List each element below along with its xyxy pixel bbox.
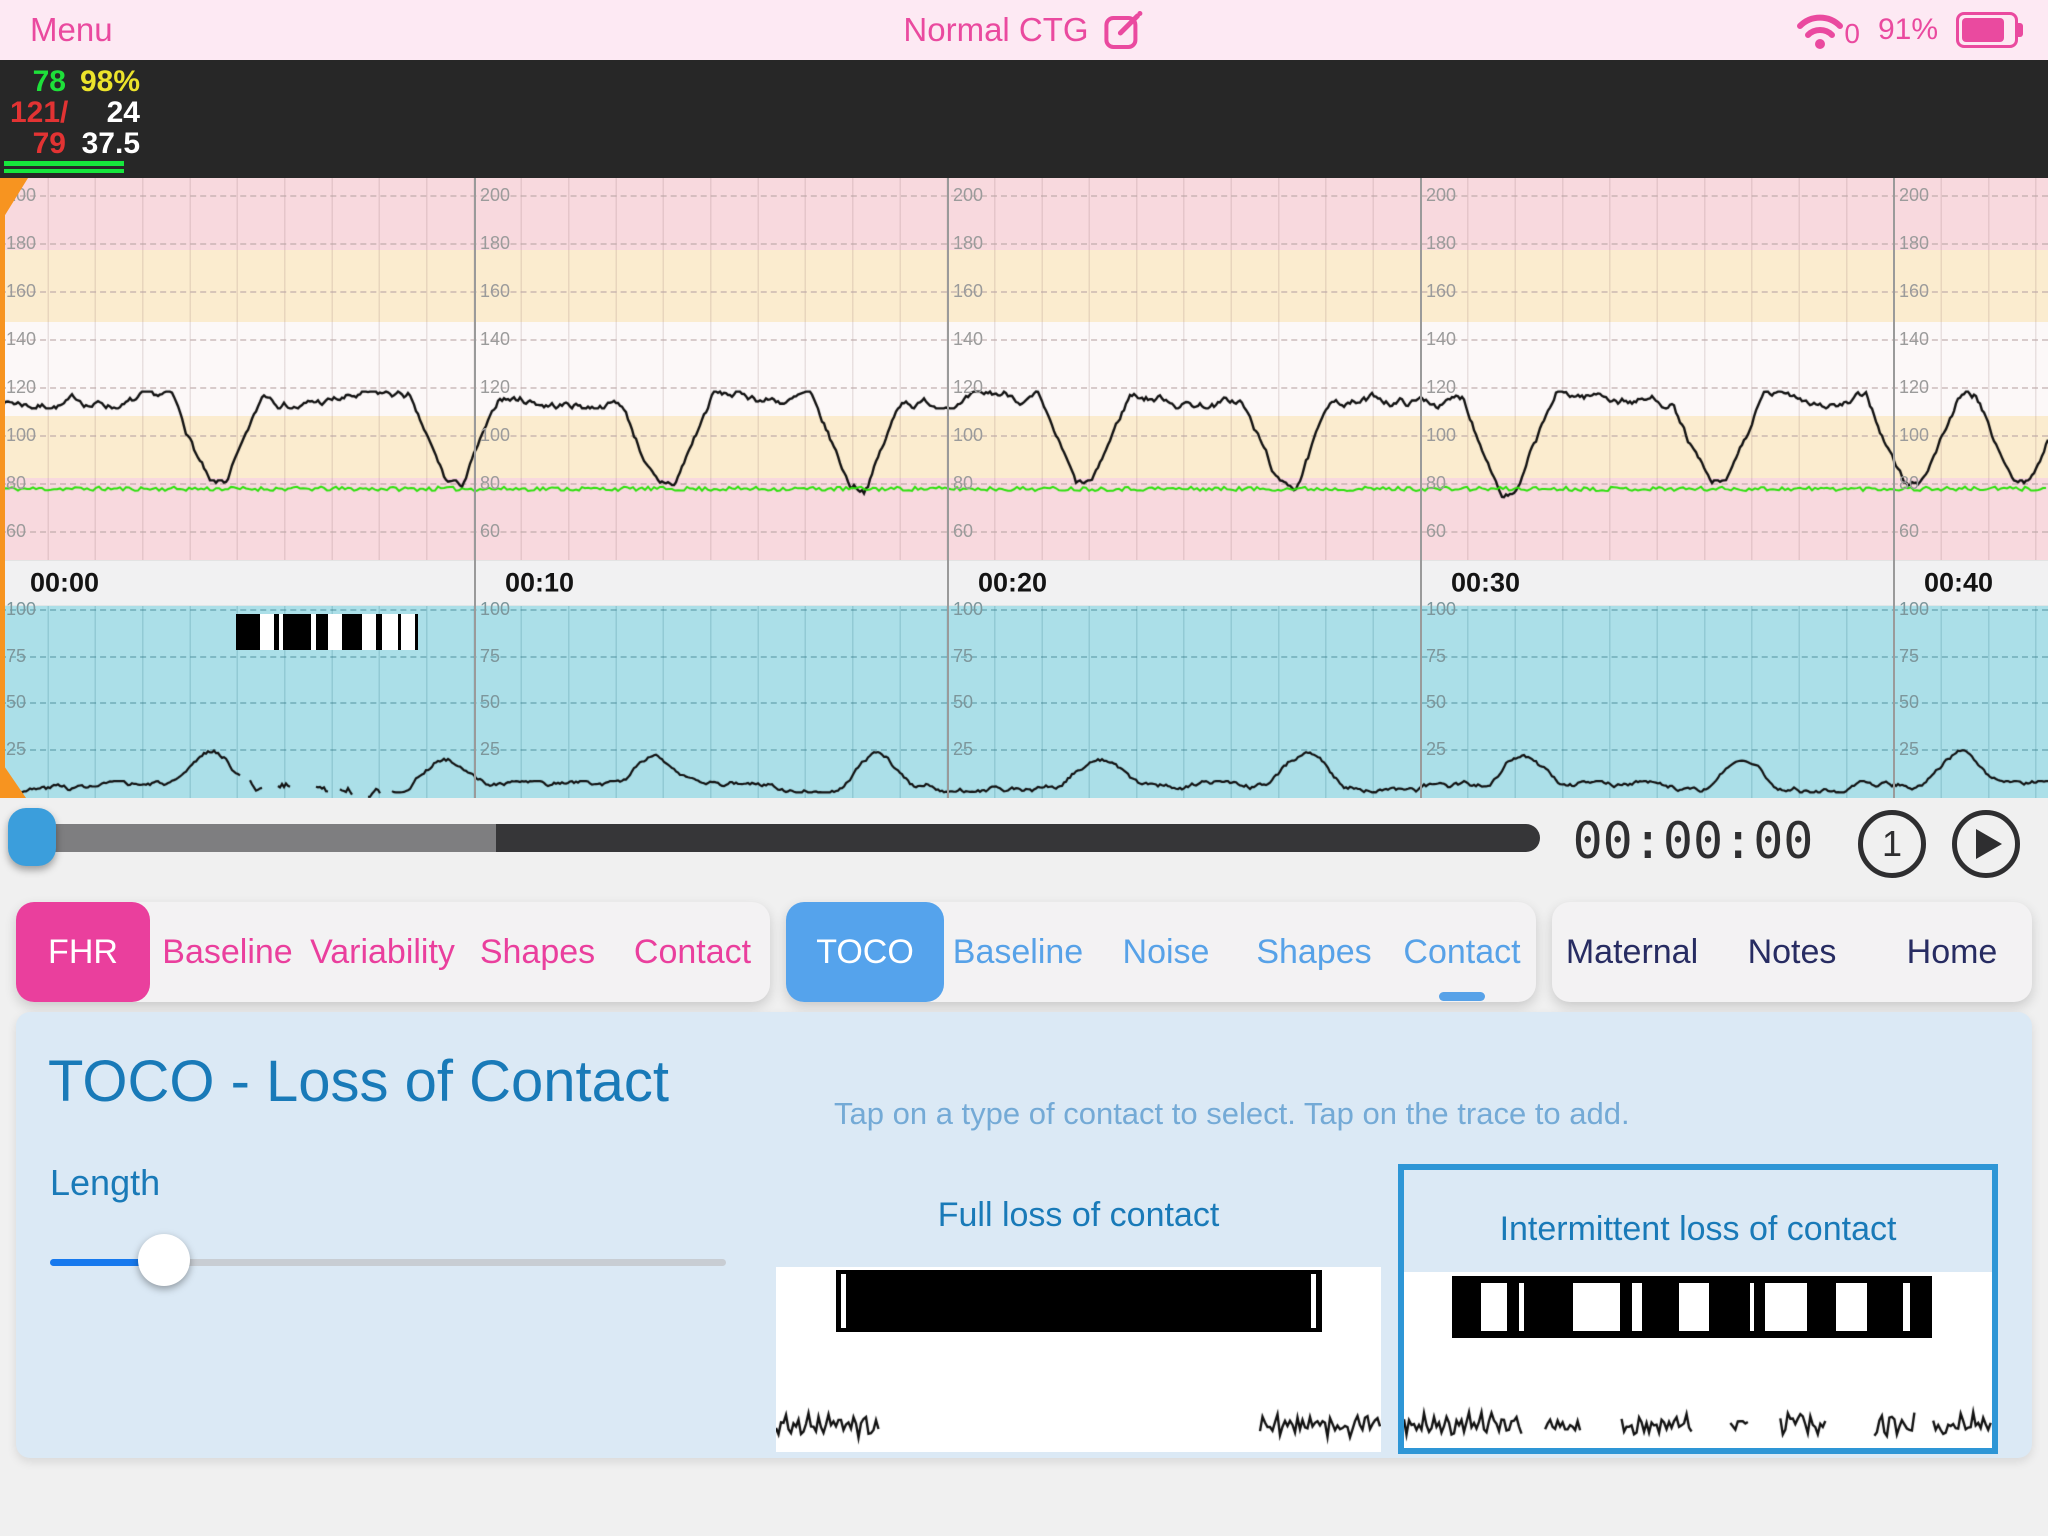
- major-gridline: [1893, 178, 1895, 798]
- loss-of-contact-marker[interactable]: [236, 614, 418, 650]
- timeline-thumb[interactable]: [8, 808, 56, 866]
- intermittent-loss-preview-trace: [1404, 1272, 1992, 1454]
- vital-value-1-left: 121/: [10, 96, 69, 129]
- vital-value-0-right: 98%: [79, 65, 140, 98]
- full-loss-card[interactable]: [776, 1267, 1381, 1452]
- elapsed-time: 00:00:00: [1572, 812, 1814, 870]
- status-group: 0 91%: [1794, 10, 2023, 50]
- time-label-00:10: 00:10: [505, 567, 575, 598]
- toco-trace-chart[interactable]: 100 100 100 100 100 75 75 75 75 75 50 50 50 50 50 25 25 2…: [0, 599, 2048, 798]
- menu-button[interactable]: Menu: [30, 11, 113, 48]
- time-label-00:40: 00:40: [1924, 567, 1994, 598]
- vitals-bar: 78 98% 121/24 79 37.5: [0, 60, 2048, 178]
- panel-title: TOCO - Loss of Contact: [48, 1049, 670, 1114]
- speed-value: 1: [1881, 823, 1903, 864]
- length-label: Length: [50, 1162, 161, 1203]
- panel-hint: Tap on a type of contact to select. Tap …: [834, 1096, 1630, 1131]
- intermittent-loss-card[interactable]: Intermittent loss of contact: [1398, 1164, 1998, 1454]
- tab-toco-shapes[interactable]: Shapes: [1256, 932, 1372, 971]
- tab-maternal[interactable]: Maternal: [1565, 932, 1699, 971]
- playback-cursor[interactable]: [0, 178, 5, 798]
- battery-percent: 91%: [1877, 13, 1938, 46]
- intermittent-loss-preview: [1404, 1272, 1992, 1454]
- fhr-trace-chart[interactable]: 200 200 200 200 200 180 180 180 180 180 160 160 160 1…: [0, 178, 2048, 560]
- wifi-connection-count: 0: [1844, 18, 1860, 49]
- timeline-track-elapsed[interactable]: [30, 824, 496, 852]
- top-bar: Menu Normal CTG 0: [0, 0, 2048, 60]
- length-slider-thumb[interactable]: [138, 1234, 190, 1286]
- tab-fhr-variability[interactable]: Variability: [310, 932, 455, 971]
- tab-toco[interactable]: TOCO: [786, 902, 944, 1002]
- edit-title-icon[interactable]: [1103, 9, 1145, 51]
- full-loss-card-label: Full loss of contact: [937, 1196, 1220, 1234]
- play-icon: [1975, 829, 2002, 859]
- length-slider[interactable]: [50, 1259, 726, 1266]
- nav-tab-group: Maternal Notes Home: [1552, 902, 2032, 1002]
- scenario-title: Normal CTG: [903, 11, 1089, 48]
- tab-fhr[interactable]: FHR: [16, 902, 150, 1002]
- vital-value-2-left: 79: [32, 127, 66, 160]
- timeline-track-remaining[interactable]: [496, 824, 1540, 852]
- play-button[interactable]: [1952, 810, 2020, 878]
- toco-tab-group: TOCO Baseline Noise Shapes Contact: [786, 902, 1536, 1002]
- battery-icon: [1956, 12, 2023, 48]
- tab-home[interactable]: Home: [1906, 932, 1998, 971]
- tab-toco-contact-label: Contact: [1403, 932, 1521, 971]
- time-axis: 00:00 00:10 00:20 00:30 00:40: [0, 560, 2048, 606]
- tab-toco-contact[interactable]: Contact: [1388, 933, 1536, 972]
- fhr-tab-group: FHR Baseline Variability Shapes Contact: [16, 902, 770, 1002]
- toco-contact-panel: TOCO - Loss of Contact Tap on a type of …: [16, 1012, 2032, 1458]
- intermittent-loss-card-label: Intermittent loss of contact: [1499, 1210, 1897, 1248]
- time-label-00:30: 00:30: [1451, 567, 1521, 598]
- time-label-00:00: 00:00: [30, 567, 100, 598]
- tab-fhr-shapes[interactable]: Shapes: [479, 932, 596, 971]
- major-gridline: [1420, 178, 1422, 798]
- wifi-status: 0: [1794, 10, 1860, 50]
- vitals-underline-2: [4, 169, 124, 173]
- speed-button[interactable]: 1: [1858, 810, 1926, 878]
- major-gridline: [947, 178, 949, 798]
- vital-value-2-right: 37.5: [81, 127, 140, 160]
- vitals-underline: [4, 161, 124, 166]
- major-gridline: [474, 178, 476, 798]
- fhr-trace-canvas: [0, 178, 2048, 560]
- vital-value-0-left: 78: [32, 65, 66, 98]
- vitals-readouts: 78 98% 121/24 79 37.5: [10, 66, 140, 159]
- tab-fhr-baseline[interactable]: Baseline: [162, 932, 293, 971]
- full-loss-preview-trace: [776, 1267, 1381, 1452]
- tab-toco-baseline[interactable]: Baseline: [952, 932, 1084, 971]
- tab-toco-noise[interactable]: Noise: [1122, 932, 1210, 971]
- tab-fhr-contact[interactable]: Contact: [633, 932, 752, 971]
- vital-value-1-right: 24: [106, 96, 140, 129]
- tab-notes[interactable]: Notes: [1747, 932, 1837, 971]
- scenario-title-group: Normal CTG: [903, 9, 1144, 51]
- wifi-icon: [1794, 10, 1846, 50]
- time-label-00:20: 00:20: [978, 567, 1048, 598]
